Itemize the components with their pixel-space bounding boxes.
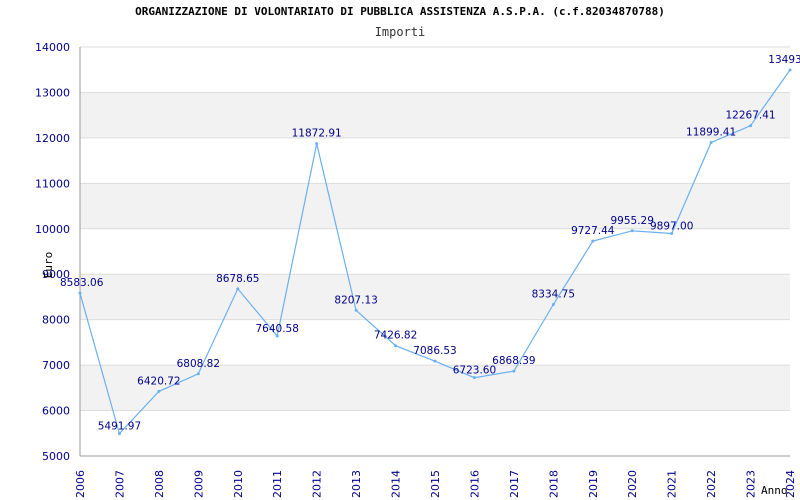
data-point	[551, 302, 555, 306]
grid-band	[80, 92, 790, 138]
data-label: 9727.44	[571, 225, 615, 237]
data-point	[630, 229, 634, 233]
data-point	[354, 308, 358, 312]
y-tick-label: 6000	[42, 405, 70, 418]
data-point	[157, 389, 161, 393]
x-tick-label: 2009	[192, 470, 205, 498]
x-axis-label: Anno	[761, 484, 788, 497]
data-point	[749, 124, 753, 128]
data-label: 8207.13	[334, 294, 377, 306]
data-label: 6420.72	[137, 375, 180, 387]
y-tick-label: 5000	[42, 450, 70, 463]
data-point	[591, 239, 595, 243]
x-tick-label: 2015	[429, 470, 442, 498]
y-tick-label: 13000	[35, 86, 70, 99]
grid-band	[80, 183, 790, 229]
data-point	[196, 372, 200, 376]
x-tick-label: 2017	[508, 470, 521, 498]
data-label: 7640.58	[256, 323, 299, 335]
grid-band	[80, 274, 790, 320]
x-tick-label: 2013	[350, 470, 363, 498]
y-tick-label: 10000	[35, 223, 70, 236]
y-tick-label: 12000	[35, 132, 70, 145]
x-tick-label: 2020	[626, 470, 639, 498]
y-tick-label: 14000	[35, 41, 70, 54]
data-label: 8583.06	[60, 277, 104, 289]
x-tick-label: 2007	[113, 470, 126, 498]
x-tick-label: 2011	[271, 470, 284, 498]
data-point	[78, 291, 82, 295]
x-tick-label: 2008	[153, 470, 166, 498]
data-label: 8334.75	[532, 288, 575, 300]
x-tick-label: 2014	[390, 470, 403, 498]
chart-subtitle: Importi	[374, 25, 426, 39]
y-tick-label: 7000	[42, 359, 70, 372]
data-label: 6723.60	[453, 365, 496, 377]
data-point	[472, 376, 476, 380]
data-point	[709, 140, 713, 144]
data-point	[315, 142, 319, 146]
data-label: 6868.39	[492, 355, 535, 367]
data-point	[394, 344, 398, 348]
x-tick-label: 2019	[587, 470, 600, 498]
data-label: 8678.65	[216, 273, 259, 285]
data-point	[512, 369, 516, 373]
grid-band	[80, 365, 790, 411]
x-tick-label: 2012	[311, 470, 324, 498]
x-tick-label: 2022	[705, 470, 718, 498]
x-tick-label: 2016	[468, 470, 481, 498]
data-point	[433, 359, 437, 363]
y-axis-label: Euro	[42, 252, 55, 279]
data-point	[236, 287, 240, 291]
data-label: 13493.0	[768, 54, 800, 66]
data-label: 11872.91	[292, 128, 342, 140]
x-tick-label: 2018	[547, 470, 560, 498]
y-tick-label: 8000	[42, 314, 70, 327]
x-tick-label: 2021	[666, 470, 679, 498]
chart-title: ORGANIZZAZIONE DI VOLONTARIATO DI PUBBLI…	[135, 5, 665, 18]
data-point	[788, 68, 792, 72]
data-point	[670, 231, 674, 235]
data-label: 9897.00	[650, 220, 693, 232]
data-label: 5491.97	[98, 421, 141, 433]
x-tick-label: 2024	[784, 470, 797, 498]
data-label: 7426.82	[374, 330, 417, 342]
y-tick-label: 11000	[35, 177, 70, 190]
data-point	[117, 432, 121, 436]
x-tick-label: 2006	[74, 470, 87, 498]
y-tick-label: 9000	[42, 268, 70, 281]
data-point	[275, 334, 279, 338]
x-tick-label: 2010	[232, 470, 245, 498]
data-label: 12267.41	[726, 110, 776, 122]
data-label: 9955.29	[611, 215, 654, 227]
data-label: 6808.82	[177, 358, 220, 370]
x-tick-label: 2023	[745, 470, 758, 498]
data-label: 7086.53	[413, 345, 456, 357]
data-label: 11899.41	[686, 126, 736, 138]
